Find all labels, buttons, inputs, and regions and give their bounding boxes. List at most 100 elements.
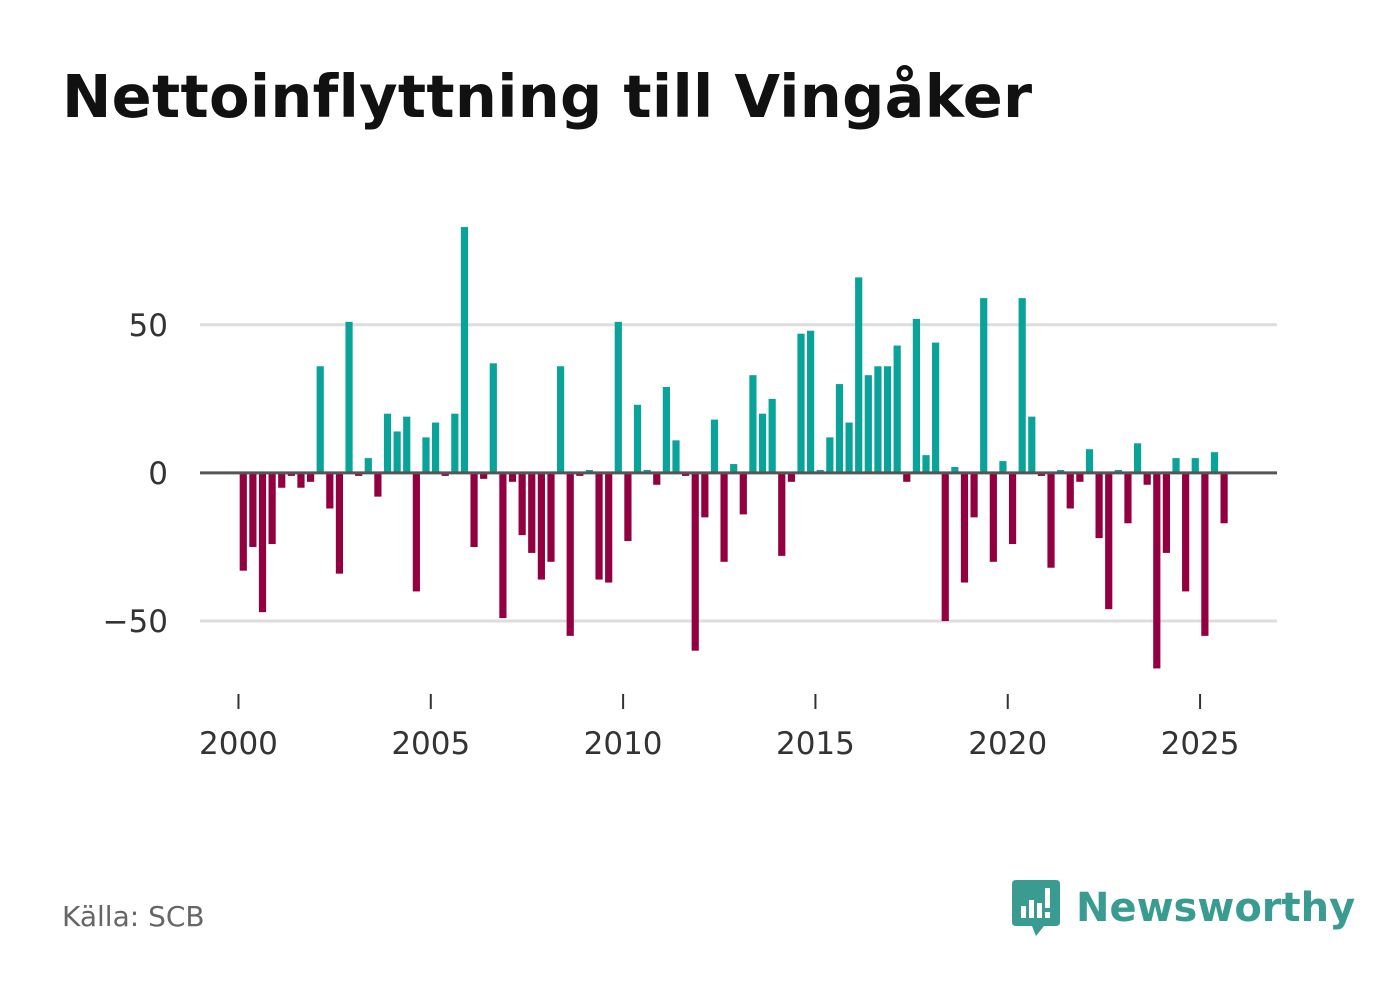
bar [903, 472, 911, 482]
bar [941, 472, 949, 622]
y-tick-label: 50 [129, 308, 168, 344]
bar [268, 472, 276, 545]
bar [970, 472, 978, 518]
bar [1201, 472, 1209, 636]
bar [691, 472, 699, 651]
axes: 50 0 −50 2000 2005 2010 2015 2020 2025 [103, 308, 1240, 762]
bar [422, 437, 430, 473]
bar [845, 422, 853, 473]
bar [1191, 458, 1199, 473]
bar [893, 345, 901, 473]
bar [528, 472, 536, 553]
newsworthy-logo: Newsworthy [1010, 878, 1355, 938]
bar [864, 375, 872, 473]
bar [1028, 416, 1036, 473]
bar [403, 416, 411, 473]
bar [980, 298, 988, 473]
bar [278, 472, 286, 488]
bar [701, 472, 709, 518]
grid-lines [200, 323, 1277, 623]
bar [431, 422, 440, 473]
bar [672, 440, 680, 473]
bar [624, 472, 632, 542]
bar [470, 472, 478, 547]
bar [345, 321, 353, 473]
bar [720, 472, 728, 562]
bar [383, 413, 392, 473]
bar [499, 472, 507, 619]
bar [508, 472, 517, 482]
bar [835, 384, 844, 473]
bar [258, 472, 267, 613]
bar [1066, 472, 1074, 509]
bar [1047, 472, 1055, 568]
bar [1220, 472, 1228, 524]
x-tick-label: 2010 [584, 726, 663, 762]
bar [951, 467, 959, 473]
bar [1162, 472, 1171, 553]
bar [633, 404, 642, 473]
bar [316, 366, 324, 473]
bar [807, 330, 815, 473]
y-tick-label: 0 [148, 456, 168, 492]
bar [778, 472, 786, 556]
y-tick-label: −50 [103, 604, 168, 640]
bar [960, 472, 969, 583]
bar [614, 321, 622, 473]
bar [1105, 472, 1113, 610]
bar [1095, 472, 1103, 539]
bar [364, 458, 372, 473]
x-tick-label: 2025 [1161, 726, 1240, 762]
bar [989, 472, 997, 562]
bar [874, 366, 882, 473]
bar [662, 387, 670, 473]
bar [557, 366, 565, 473]
bar [710, 419, 719, 473]
newsworthy-logo-icon [1012, 880, 1060, 936]
bar [758, 413, 767, 473]
bar [855, 277, 863, 473]
bar [1124, 472, 1132, 524]
bar [1133, 443, 1142, 473]
chart-title: Nettoinflyttning till Vingåker [62, 62, 1033, 131]
bar [787, 472, 795, 482]
bar [566, 472, 574, 636]
bar [374, 472, 382, 497]
bar [480, 472, 488, 479]
x-tick-label: 2005 [391, 726, 470, 762]
bar [912, 318, 920, 473]
bar [932, 342, 940, 473]
bar [999, 461, 1007, 473]
bar [1076, 472, 1084, 482]
bar [605, 472, 613, 583]
bar [412, 472, 420, 592]
bar [239, 472, 247, 571]
bar [922, 455, 930, 473]
bar [335, 472, 344, 574]
bars [239, 227, 1228, 669]
bar [249, 472, 257, 547]
bar [393, 431, 401, 473]
bar [537, 472, 545, 580]
bar [451, 413, 459, 473]
bar [518, 472, 526, 536]
bar [768, 398, 776, 473]
bar [1008, 472, 1017, 545]
bar [326, 472, 334, 509]
bar [489, 363, 497, 473]
bar [1085, 449, 1094, 473]
source-note: Källa: SCB [62, 900, 205, 933]
bar [460, 227, 469, 473]
bar [1182, 472, 1190, 592]
bar [826, 437, 834, 473]
bar [1210, 452, 1219, 473]
bar [297, 472, 305, 488]
x-tick-label: 2000 [199, 726, 278, 762]
bar [653, 472, 661, 485]
bar [306, 472, 315, 482]
bar [883, 366, 892, 473]
bar [797, 333, 805, 473]
bar [749, 375, 757, 473]
bar [730, 464, 738, 473]
